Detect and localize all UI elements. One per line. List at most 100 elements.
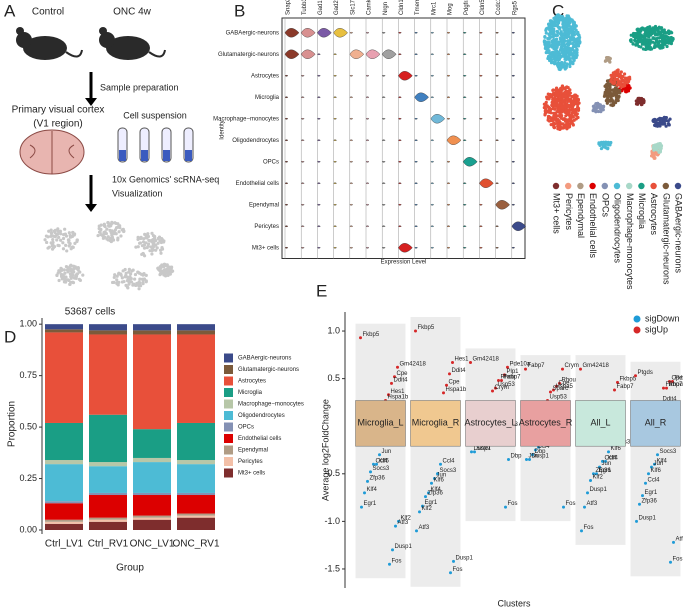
identity-label: Ependymal xyxy=(249,202,279,208)
umap-dot xyxy=(562,32,566,36)
violin xyxy=(349,74,354,77)
violin xyxy=(414,160,418,163)
umap-dot xyxy=(605,142,609,146)
violin xyxy=(511,221,527,231)
violin xyxy=(511,117,516,120)
gene-label: Tmem119 xyxy=(415,0,421,15)
umap-dot xyxy=(564,94,568,98)
gene-point xyxy=(418,510,421,514)
umap-dot xyxy=(49,231,54,236)
umap-dot xyxy=(571,115,575,119)
legend-label: Glutamatergic-neurons xyxy=(238,367,299,373)
umap-dot xyxy=(555,33,560,37)
legend-swatch xyxy=(650,182,657,190)
umap-dot xyxy=(622,72,627,76)
umap-dot xyxy=(113,273,117,277)
violin xyxy=(495,53,499,56)
umap-dot xyxy=(557,126,562,130)
panel-label: E xyxy=(316,281,327,300)
gene-label: Klf4 xyxy=(657,458,668,464)
umap-dot xyxy=(562,24,567,28)
bar-segment xyxy=(45,464,83,502)
legend-swatch xyxy=(224,376,233,386)
bar-segment xyxy=(133,517,171,520)
violin xyxy=(511,246,516,249)
umap-dot xyxy=(72,270,76,274)
legend-label: Astrocytes xyxy=(649,193,659,236)
umap-dot xyxy=(57,230,61,234)
umap-dot xyxy=(139,272,143,276)
violin xyxy=(317,74,321,77)
gene-point xyxy=(656,453,659,457)
legend-swatch xyxy=(589,182,596,190)
violin xyxy=(414,203,418,206)
umap-dot xyxy=(652,146,656,150)
umap-dot xyxy=(67,231,71,235)
umap-dot xyxy=(667,29,671,33)
gene-label: Klf4 xyxy=(367,487,378,493)
gene-label: Camk2a xyxy=(367,0,373,15)
gene-point xyxy=(634,374,637,378)
umap-dot xyxy=(542,39,547,43)
bar-segment xyxy=(133,330,171,335)
gene-label: Atf3 xyxy=(398,520,409,526)
umap-dot xyxy=(144,241,148,245)
violin xyxy=(284,28,300,38)
umap-dot xyxy=(552,114,556,118)
violin xyxy=(495,117,499,120)
violin xyxy=(317,28,332,38)
umap-dot xyxy=(142,243,147,247)
violin xyxy=(398,225,402,228)
umap-dot xyxy=(62,275,66,279)
umap-dot xyxy=(122,279,126,284)
umap-dot xyxy=(97,224,101,228)
gene-label: Hspa1b xyxy=(388,395,409,401)
umap-dot xyxy=(572,58,576,62)
violin xyxy=(462,139,467,142)
violin xyxy=(300,160,305,163)
bar-segment xyxy=(89,517,127,520)
umap-dot xyxy=(652,119,656,124)
bar-segment xyxy=(133,324,171,331)
umap-dot xyxy=(609,80,614,84)
umap-dot xyxy=(75,272,79,276)
umap-dot xyxy=(55,232,59,237)
gene-point xyxy=(375,462,378,466)
gene-label: Cldn10 xyxy=(399,0,405,15)
umap-dot xyxy=(615,71,620,76)
bar-segment xyxy=(133,429,171,458)
umap-dot xyxy=(658,148,663,152)
violin xyxy=(462,74,467,77)
umap-dot xyxy=(147,238,151,242)
umap-dot xyxy=(567,118,571,122)
umap-dot xyxy=(567,107,572,112)
cluster-label: All_L xyxy=(590,418,610,428)
umap-dot xyxy=(150,231,154,235)
violin xyxy=(381,160,386,163)
gene-point xyxy=(669,560,672,564)
gene-label: Cpe xyxy=(449,379,461,385)
umap-dot xyxy=(547,45,551,49)
violin xyxy=(430,31,435,34)
umap-dot xyxy=(557,119,561,123)
gene-label: Klf6 xyxy=(611,446,622,452)
violin xyxy=(511,139,516,142)
umap-dot xyxy=(567,93,571,97)
umap-dot xyxy=(51,237,55,242)
umap-dot xyxy=(162,239,166,243)
umap-dot xyxy=(563,39,567,43)
bar-segment xyxy=(89,495,127,518)
cluster-label: Microglia_R xyxy=(412,418,460,428)
umap-dot xyxy=(49,234,53,238)
y-tick-label: 1.00 xyxy=(19,319,37,329)
panel-label: D xyxy=(4,327,16,346)
gene-label: Pdgfra xyxy=(464,0,470,15)
gene-label: Dbp xyxy=(535,449,547,455)
umap-dot xyxy=(599,141,603,146)
gene-point xyxy=(555,384,558,388)
umap-dot xyxy=(567,89,571,93)
x-tick-label: Ctrl_RV1 xyxy=(88,539,129,550)
umap-dot xyxy=(645,32,649,36)
umap-dot xyxy=(653,152,657,156)
